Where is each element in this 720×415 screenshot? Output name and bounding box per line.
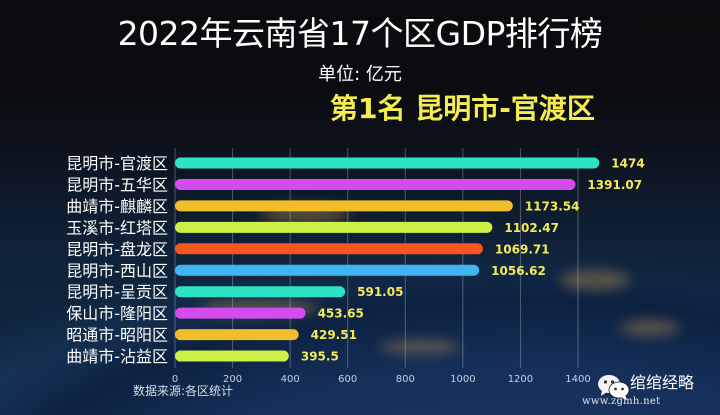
- category-labels: 昆明市-官渡区昆明市-五华区曲靖市-麒麟区玉溪市-红塔区昆明市-盘龙区昆明市-西…: [66, 154, 168, 366]
- x-tick-label: 1400: [565, 374, 590, 385]
- x-tick-label: 800: [396, 374, 415, 385]
- category-label: 曲靖市-沾益区: [66, 347, 168, 366]
- x-tick-label: 1200: [508, 374, 533, 385]
- bar: [175, 221, 493, 233]
- watermark: 绾绾经略 www.zgmh.net: [582, 370, 717, 414]
- value-label: 1474: [611, 157, 644, 171]
- city-lights-glow: [620, 320, 680, 336]
- bar: [175, 350, 289, 362]
- value-label: 429.51: [311, 328, 357, 342]
- city-lights-glow: [380, 340, 460, 354]
- category-label: 昆明市-呈贡区: [66, 283, 168, 302]
- city-lights-glow: [560, 270, 630, 290]
- bar: [175, 200, 513, 212]
- bar: [175, 157, 600, 169]
- x-axis-ticks: 0 200 400 600 800 1000 1200 1400: [172, 374, 591, 385]
- bar: [175, 178, 576, 190]
- chart-title: 2022年云南省17个区GDP排行榜: [117, 14, 603, 53]
- x-tick-label: 200: [223, 374, 242, 385]
- wechat-icon: [598, 375, 630, 400]
- data-source-note: 数据来源:各区统计: [133, 384, 234, 398]
- category-label: 昭通市-昭阳区: [66, 326, 168, 345]
- bar: [175, 307, 306, 319]
- value-label: 1069.71: [495, 242, 550, 256]
- value-label: 1102.47: [504, 221, 559, 235]
- category-label: 昆明市-西山区: [66, 261, 168, 280]
- bar: [175, 286, 346, 298]
- x-tick-label: 1000: [450, 374, 475, 385]
- x-tick-label: 600: [338, 374, 357, 385]
- value-label: 1056.62: [491, 264, 546, 278]
- bar: [175, 264, 480, 276]
- category-label: 保山市-隆阳区: [66, 304, 168, 323]
- value-label: 1173.54: [525, 199, 580, 213]
- value-label: 591.05: [357, 285, 403, 299]
- watermark-url: www.zgmh.net: [582, 396, 661, 407]
- rank-highlight: 第1名 昆明市-官渡区: [330, 92, 595, 125]
- watermark-name: 绾绾经略: [630, 373, 695, 392]
- category-label: 曲靖市-麒麟区: [66, 197, 168, 216]
- value-labels: 1474 1391.07 1173.54 1102.47 1069.71 1056.62 5…: [301, 157, 645, 364]
- category-label: 昆明市-盘龙区: [66, 240, 168, 259]
- value-label: 395.5: [301, 350, 339, 364]
- category-label: 昆明市-官渡区: [66, 154, 168, 173]
- bars-group: [175, 157, 600, 362]
- category-label: 玉溪市-红塔区: [66, 218, 168, 237]
- bar: [175, 329, 299, 341]
- x-tick-label: 0: [172, 374, 178, 385]
- bar: [175, 243, 483, 255]
- value-label: 1391.07: [587, 178, 642, 192]
- x-tick-label: 400: [281, 374, 300, 385]
- unit-label: 单位: 亿元: [318, 64, 402, 85]
- category-label: 昆明市-五华区: [66, 175, 168, 194]
- value-label: 453.65: [318, 307, 364, 321]
